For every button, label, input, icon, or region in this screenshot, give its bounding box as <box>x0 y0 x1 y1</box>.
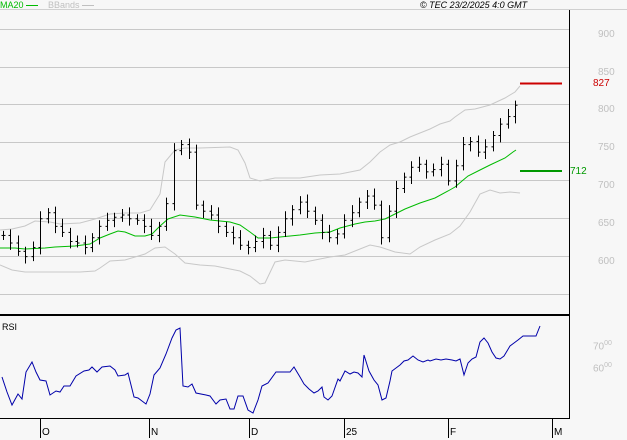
legend-ma20: MA20 <box>0 0 24 10</box>
rsi-tick-70: 7000 <box>593 340 612 353</box>
rsi-panel-title: RSI <box>2 322 18 332</box>
x-label-oct: O <box>42 427 50 438</box>
ma20-line <box>0 149 517 250</box>
legend-ma20-swatch <box>25 5 38 7</box>
copyright-timestamp: © TEC 23/2/2025 4:0 GMT <box>420 0 528 10</box>
rsi-tick-60: 6000 <box>593 362 612 375</box>
price-tick-800: 800 <box>598 104 615 115</box>
price-gridlines <box>0 29 569 295</box>
chart-legend: MA20 BBands <box>0 0 94 10</box>
bbands-upper-line <box>0 85 521 231</box>
bbands-lower-line <box>0 189 521 285</box>
x-axis-ticks <box>40 419 553 438</box>
price-tick-850: 850 <box>598 67 615 78</box>
price-tick-750: 750 <box>598 142 615 153</box>
x-label-feb: F <box>450 427 457 438</box>
x-label-dec: D <box>251 427 259 438</box>
x-label-2025: 25 <box>346 427 358 438</box>
x-label-mar: M <box>554 427 563 438</box>
price-ohlc-bars <box>1 100 518 264</box>
resistance-level-label: 827 <box>593 78 610 89</box>
price-tick-700: 700 <box>598 180 615 191</box>
support-level-label: 712 <box>570 166 587 177</box>
price-tick-650: 650 <box>598 218 615 229</box>
legend-bbands-swatch <box>81 5 94 7</box>
rsi-line <box>1 325 541 414</box>
price-tick-900: 900 <box>598 29 615 40</box>
x-label-nov: N <box>151 427 159 438</box>
legend-bbands: BBands <box>48 0 80 10</box>
price-tick-600: 600 <box>598 256 615 267</box>
